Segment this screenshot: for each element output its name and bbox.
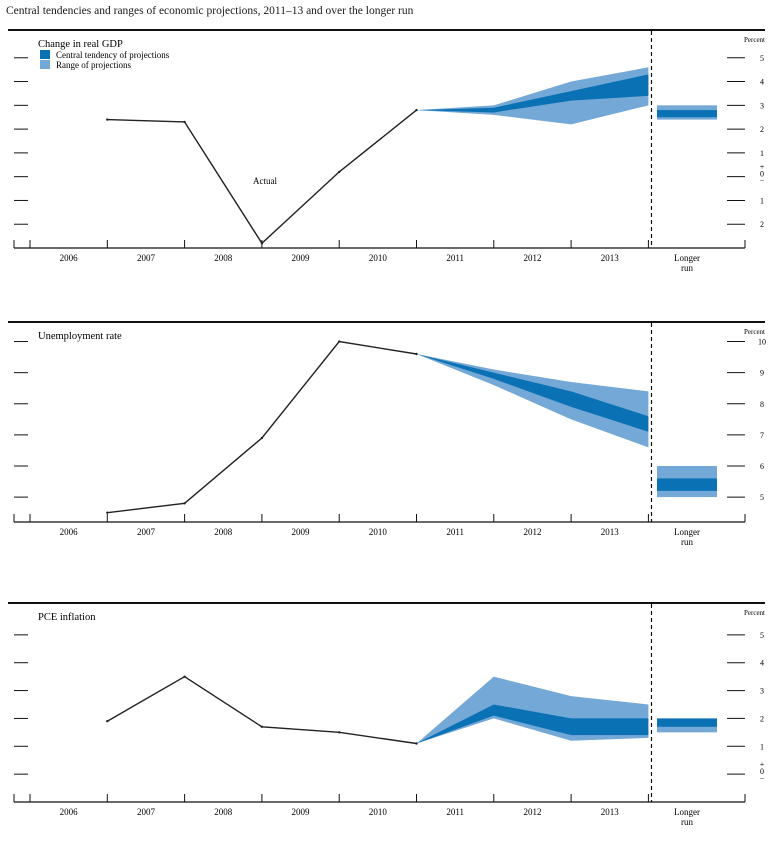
longer-run-label: run <box>681 537 693 547</box>
y-tick-label-part: − <box>760 774 765 783</box>
actual-point <box>338 340 341 343</box>
x-tick-label: 2013 <box>601 527 620 537</box>
longer-run-central <box>657 478 717 491</box>
y-tick-label: 7 <box>760 431 764 440</box>
chart-panel-3: Percent PCE inflation 5 4 3 2 1 + 0 − 2006 2007 2008… <box>8 602 765 827</box>
x-tick-label: 2011 <box>446 253 464 263</box>
y-tick-label: 9 <box>760 369 764 378</box>
panel-title: PCE inflation <box>38 612 96 623</box>
y-tick-label: 10 <box>758 338 766 347</box>
longer-run-central <box>657 718 717 727</box>
x-tick-label: 2013 <box>601 253 620 263</box>
y-tick-label: 2 <box>760 125 764 134</box>
x-tick-label: 2006 <box>60 807 79 817</box>
y-tick-label: 5 <box>760 631 764 640</box>
longer-run-label: Longer <box>674 253 700 263</box>
legend-swatch-central <box>40 50 50 59</box>
unit-label: Percent <box>744 36 765 44</box>
y-tick-label: 2 <box>760 220 764 229</box>
unit-label: Percent <box>744 609 765 617</box>
x-tick-label: 2007 <box>137 807 156 817</box>
actual-point <box>106 511 109 514</box>
longer-run-label: run <box>681 817 693 827</box>
actual-point <box>106 118 109 121</box>
x-tick-label: 2009 <box>292 527 311 537</box>
panel-title: Change in real GDP <box>38 39 123 50</box>
page-title: Central tendencies and ranges of economi… <box>6 5 414 17</box>
actual-point <box>183 120 186 124</box>
x-tick-label: 2007 <box>137 253 156 263</box>
x-tick-label: 2009 <box>292 807 311 817</box>
y-tick-label: 1 <box>760 742 764 751</box>
longer-run-label: Longer <box>674 807 700 817</box>
chart-panel-1: Percent Change in real GDP 5 4 3 2 1 + 0 − 1 2 2006 2… <box>8 29 765 273</box>
actual-point <box>260 242 264 245</box>
y-tick-label: 8 <box>760 400 764 409</box>
legend-swatch-range <box>40 60 50 69</box>
y-tick-label: 2 <box>760 714 764 723</box>
central-tendency <box>416 354 649 432</box>
actual-point <box>260 725 264 728</box>
x-tick-label: 2008 <box>214 807 233 817</box>
actual-annotation: Actual <box>253 176 277 186</box>
x-tick-label: 2011 <box>446 807 464 817</box>
y-tick-label: 5 <box>760 54 764 63</box>
x-tick-label: 2011 <box>446 527 464 537</box>
actual-point <box>183 675 186 678</box>
y-tick-label: 4 <box>760 659 764 668</box>
x-tick-label: 2013 <box>601 807 620 817</box>
y-tick-label: 3 <box>760 687 764 696</box>
actual-point <box>415 352 418 356</box>
actual-point <box>338 731 341 734</box>
y-tick-label: 4 <box>760 78 764 87</box>
y-tick-label: +0− <box>760 163 765 186</box>
actual-point <box>338 170 341 174</box>
range-of-projections <box>416 354 649 448</box>
y-tick-label: 6 <box>760 462 764 471</box>
actual-line <box>106 675 417 745</box>
longer-run-label: Longer <box>674 527 700 537</box>
unit-label: Percent <box>744 328 765 336</box>
panel-title: Unemployment rate <box>38 331 122 342</box>
y-tick-label: 1 <box>760 149 764 158</box>
actual-point <box>260 436 264 440</box>
x-tick-label: 2010 <box>369 253 388 263</box>
x-tick-label: 2010 <box>369 807 388 817</box>
y-tick-label-part: + <box>760 163 765 172</box>
x-tick-label: 2007 <box>137 527 156 537</box>
longer-run-central <box>657 110 717 118</box>
central-tendency <box>416 704 649 744</box>
actual-point <box>183 502 186 505</box>
x-tick-label: 2012 <box>523 807 541 817</box>
y-tick-label: +0− <box>760 760 765 783</box>
longer-run-label: run <box>681 263 693 273</box>
x-tick-label: 2006 <box>60 527 79 537</box>
x-tick-label: 2012 <box>523 527 541 537</box>
y-tick-label-part: 0 <box>760 767 764 776</box>
y-tick-label: 1 <box>760 196 764 205</box>
central-tendency <box>416 74 649 113</box>
x-tick-label: 2012 <box>523 253 541 263</box>
x-tick-label: 2006 <box>60 253 79 263</box>
x-tick-label: 2010 <box>369 527 388 537</box>
chart-panel-2: Percent Unemployment rate 10 9 8 7 6 5 2006 2007 2… <box>8 321 766 547</box>
actual-point <box>415 108 418 112</box>
legend-label: Central tendency of projections <box>56 50 170 60</box>
y-tick-label-part: + <box>760 760 765 769</box>
y-tick-label: 5 <box>760 493 764 502</box>
actual-point <box>415 742 418 745</box>
y-tick-label-part: − <box>760 177 765 186</box>
x-tick-label: 2008 <box>214 527 233 537</box>
actual-point <box>106 720 109 723</box>
y-tick-label: 3 <box>760 101 764 110</box>
y-tick-label-part: 0 <box>760 170 764 179</box>
x-tick-label: 2009 <box>292 253 311 263</box>
legend-label: Range of projections <box>56 60 131 70</box>
actual-line <box>107 340 417 514</box>
x-tick-label: 2008 <box>214 253 233 263</box>
